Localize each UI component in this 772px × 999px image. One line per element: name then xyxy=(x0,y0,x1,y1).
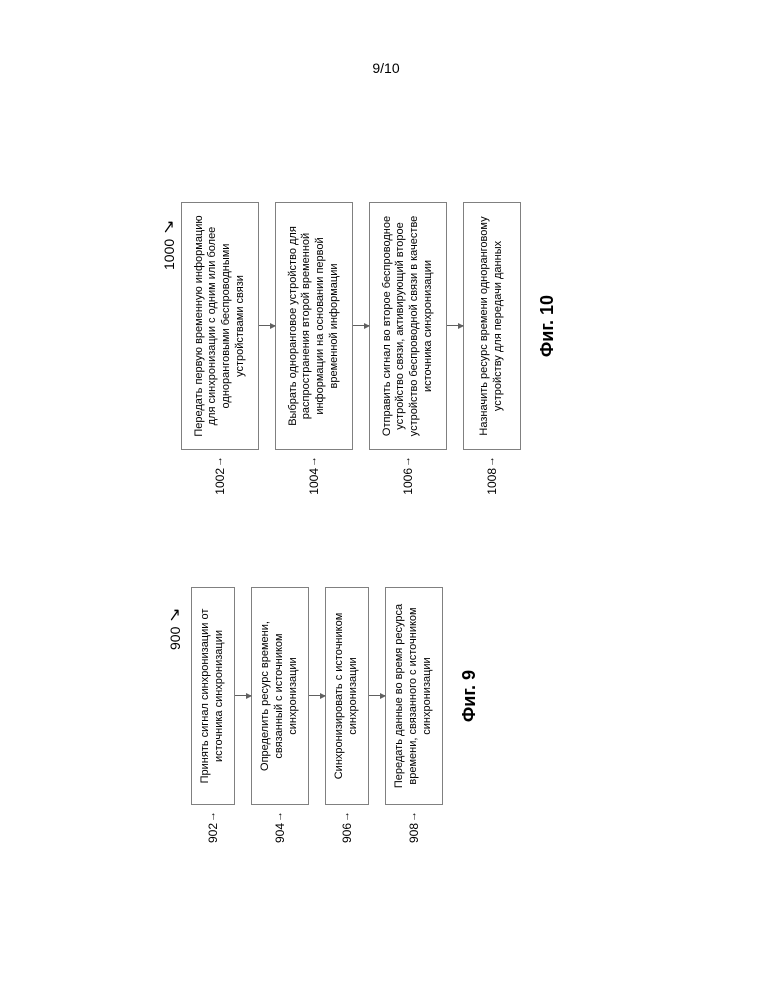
fig9-step-3: 906 → Синхронизировать с источником синх… xyxy=(325,587,369,853)
page: 9/10 900 ↘ 902 → Принять сигнал синхрони… xyxy=(0,0,772,999)
arrow-icon: ↘ xyxy=(160,219,177,235)
step-number: 1002 xyxy=(213,468,227,495)
fig9-step-4-box: Передать данные во время ресурса времени… xyxy=(385,587,443,805)
fig9-ref-text: 900 xyxy=(167,627,183,650)
step-number: 902 xyxy=(206,823,220,843)
fig9-step-2-box: Определить ресурс времени, связанный с и… xyxy=(251,587,309,805)
fig9-flow: 902 → Принять сигнал синхронизации от ис… xyxy=(191,570,480,870)
step-number: 908 xyxy=(407,823,421,843)
fig9-caption: Фиг. 9 xyxy=(459,670,480,722)
fig10-step-1-num: 1002 → xyxy=(213,458,227,498)
fig10-step-1: 1002 → Передать первую временную информа… xyxy=(181,202,259,498)
fig10-step-3-num: 1006 → xyxy=(401,458,415,498)
arrow-icon: → xyxy=(273,813,285,822)
arrow-icon: → xyxy=(340,813,352,822)
arrow-icon: → xyxy=(407,813,419,822)
arrow-icon: → xyxy=(401,458,413,467)
fig9-step-1: 902 → Принять сигнал синхронизации от ис… xyxy=(191,587,235,853)
fig10-step-4: 1008 → Назначить ресурс времени одноранг… xyxy=(463,202,521,498)
fig10-ref-label: 1000 ↘ xyxy=(161,221,178,270)
fig9-step-3-num: 906 → xyxy=(340,813,354,853)
connector-arrow xyxy=(353,326,369,327)
step-number: 1006 xyxy=(401,468,415,495)
connector-arrow xyxy=(309,696,325,697)
step-number: 904 xyxy=(273,823,287,843)
step-number: 1008 xyxy=(485,468,499,495)
fig10-flow: 1002 → Передать первую временную информа… xyxy=(181,190,558,510)
arrow-icon: → xyxy=(206,813,218,822)
step-number: 906 xyxy=(340,823,354,843)
rotated-canvas: 900 ↘ 902 → Принять сигнал синхронизации… xyxy=(161,150,611,910)
arrow-icon: → xyxy=(485,458,497,467)
page-number: 9/10 xyxy=(0,60,772,76)
fig9-step-4-num: 908 → xyxy=(407,813,421,853)
connector-arrow xyxy=(259,326,275,327)
fig9-step-1-box: Принять сигнал синхронизации от источник… xyxy=(191,587,235,805)
fig10-ref-text: 1000 xyxy=(161,239,177,270)
connector-arrow xyxy=(369,696,385,697)
fig10-step-4-box: Назначить ресурс времени одноранговому у… xyxy=(463,202,521,450)
fig10-step-3-box: Отправить сигнал во второе беспроводное … xyxy=(369,202,447,450)
connector-arrow xyxy=(447,326,463,327)
fig10-caption: Фиг. 10 xyxy=(537,295,558,357)
fig9-step-2-num: 904 → xyxy=(273,813,287,853)
arrow-icon: ↘ xyxy=(166,607,183,623)
fig10-step-2: 1004 → Выбрать одноранговое устройство д… xyxy=(275,202,353,498)
step-number: 1004 xyxy=(307,468,321,495)
fig10-step-4-num: 1008 → xyxy=(485,458,499,498)
fig10-step-1-box: Передать первую временную информацию для… xyxy=(181,202,259,450)
fig10-step-3: 1006 → Отправить сигнал во второе беспро… xyxy=(369,202,447,498)
arrow-icon: → xyxy=(213,458,225,467)
arrow-icon: → xyxy=(307,458,319,467)
flowcharts-canvas: 900 ↘ 902 → Принять сигнал синхронизации… xyxy=(161,150,611,910)
fig9-step-1-num: 902 → xyxy=(206,813,220,853)
connector-arrow xyxy=(235,696,251,697)
fig9-step-2: 904 → Определить ресурс времени, связанн… xyxy=(251,587,309,853)
fig10-step-2-num: 1004 → xyxy=(307,458,321,498)
fig9-step-3-box: Синхронизировать с источником синхрониза… xyxy=(325,587,369,805)
fig9-step-4: 908 → Передать данные во время ресурса в… xyxy=(385,587,443,853)
fig9-ref-label: 900 ↘ xyxy=(167,609,184,650)
fig10-step-2-box: Выбрать одноранговое устройство для расп… xyxy=(275,202,353,450)
